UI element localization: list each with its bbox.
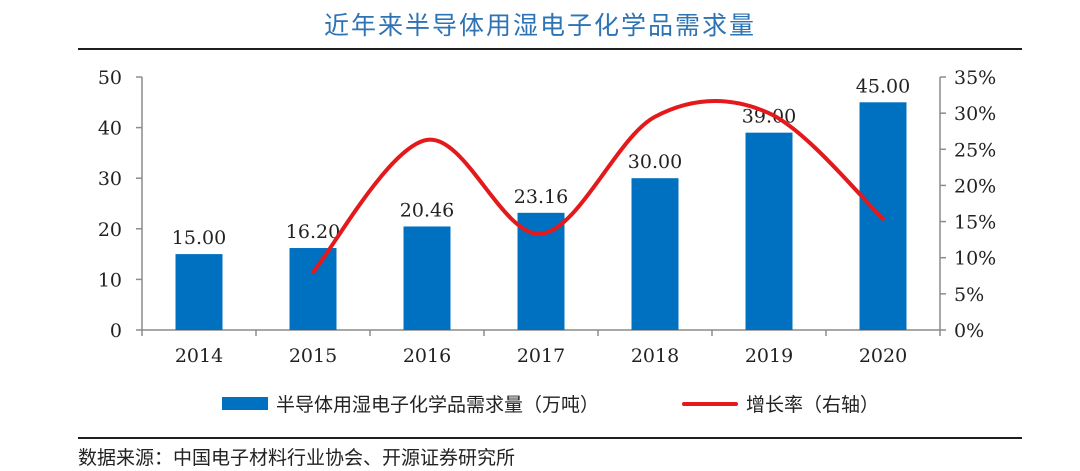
- legend-label-demand: 半导体用湿电子化学品需求量（万吨）: [276, 394, 600, 416]
- source-note: 数据来源：中国电子材料行业协会、开源证券研究所: [78, 447, 516, 469]
- legend-line-swatch: [682, 401, 738, 406]
- y-left-tick-label: 40: [98, 118, 122, 140]
- source-divider: [78, 437, 1022, 439]
- x-tick-label: 2017: [517, 345, 565, 367]
- y-right-tick-label: 25%: [954, 139, 996, 161]
- legend-item-growth: 增长率（右轴）: [682, 390, 879, 417]
- legend-label-growth: 增长率（右轴）: [746, 394, 880, 416]
- bar-value-label: 15.00: [172, 227, 226, 249]
- y-left-tick-label: 50: [98, 67, 122, 89]
- y-right-tick-label: 20%: [954, 175, 996, 197]
- y-left-tick-label: 30: [98, 168, 122, 190]
- bar: [631, 178, 679, 330]
- bar-value-label: 45.00: [856, 75, 910, 97]
- bar-value-label: 23.16: [514, 186, 568, 208]
- y-right-tick-label: 10%: [954, 248, 996, 270]
- y-right-tick-label: 15%: [954, 212, 996, 234]
- chart-plot: 0 10 20 30 40 50 0% 5% 10% 15% 20% 25% 30% 35% 2014 201…: [98, 67, 996, 367]
- x-tick-label: 2020: [859, 345, 907, 367]
- bar-value-label: 20.46: [400, 199, 454, 221]
- y-left-tick-label: 20: [98, 219, 122, 241]
- chart-legend: 半导体用湿电子化学品需求量（万吨） 增长率（右轴）: [0, 390, 1080, 416]
- y-left-tick-label: 0: [110, 320, 122, 342]
- x-tick-label: 2016: [403, 345, 451, 367]
- y-left-tick-label: 10: [98, 269, 122, 291]
- y-right-tick-label: 30%: [954, 103, 996, 125]
- growth-rate-line: [311, 99, 885, 275]
- y-right-tick-label: 0%: [954, 320, 984, 342]
- legend-bar-swatch: [222, 397, 268, 410]
- bar: [175, 254, 223, 330]
- chart-title: 近年来半导体用湿电子化学品需求量: [323, 11, 756, 40]
- x-tick-label: 2014: [175, 345, 223, 367]
- y-right-tick-label: 5%: [954, 284, 984, 306]
- x-tick-label: 2018: [631, 345, 679, 367]
- x-tick-label: 2015: [289, 345, 337, 367]
- bar-value-label: 30.00: [628, 151, 682, 173]
- x-tick-label: 2019: [745, 345, 793, 367]
- bar: [745, 132, 793, 330]
- y-right-tick-label: 35%: [954, 67, 996, 89]
- legend-item-demand: 半导体用湿电子化学品需求量（万吨）: [222, 390, 599, 417]
- title-divider: [78, 48, 1022, 50]
- bar: [403, 226, 451, 330]
- bar-value-label: 16.20: [286, 221, 340, 243]
- bar: [289, 248, 337, 330]
